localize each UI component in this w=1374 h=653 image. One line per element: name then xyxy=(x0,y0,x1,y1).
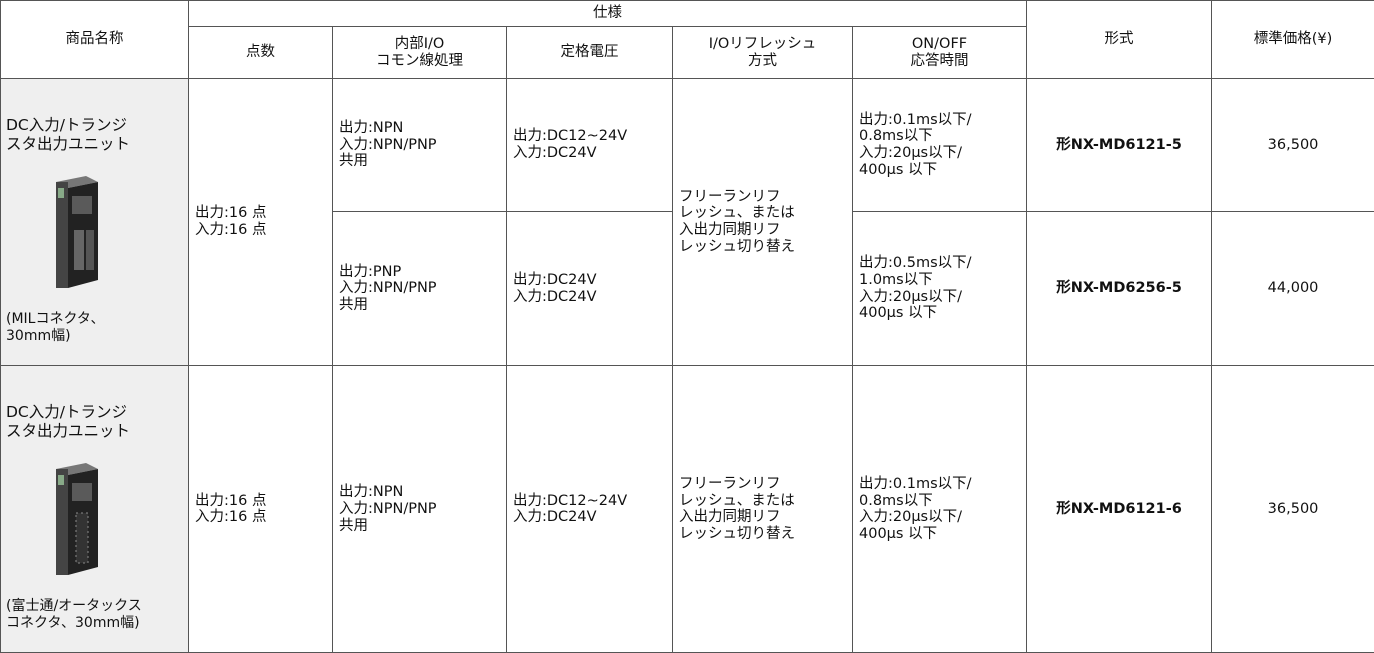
product-cell: DC入力/トランジ スタ出力ユニット (MILコネクタ、 30mm幅) xyxy=(0,77,189,367)
refresh: フリーランリフ レッシュ、または 入出力同期リフ レッシュ切り替え xyxy=(672,365,853,653)
common: 出力:NPN 入力:NPN/PNP 共用 xyxy=(332,365,507,653)
response: 出力:0.5ms以下/ 1.0ms以下 入力:20μs以下/ 400μs 以下 xyxy=(851,210,1028,367)
response: 出力:0.1ms以下/ 0.8ms以下 入力:20μs以下/ 400μs 以下 xyxy=(851,78,1028,212)
common: 出力:PNP 入力:NPN/PNP 共用 xyxy=(332,210,507,367)
price: 36,500 xyxy=(1211,365,1374,653)
header-col: 内部I/O コモン線処理 xyxy=(332,26,507,79)
header-col: ON/OFF 応答時間 xyxy=(851,26,1028,79)
model: 形NX-MD6256-5 xyxy=(1026,210,1213,367)
header-price: 標準価格(¥) xyxy=(1211,0,1374,79)
product-name: DC入力/トランジ スタ出力ユニット xyxy=(6,403,131,441)
header-col: I/Oリフレッシュ 方式 xyxy=(672,26,853,79)
points: 出力:16 点 入力:16 点 xyxy=(188,365,333,653)
product-name: DC入力/トランジ スタ出力ユニット xyxy=(6,116,131,153)
header-col: 点数 xyxy=(188,26,333,79)
points: 出力:16 点 入力:16 点 xyxy=(188,77,333,367)
product-cell: DC入力/トランジ スタ出力ユニット (富士通/オータックス コネクタ、30mm… xyxy=(0,365,189,653)
voltage: 出力:DC12~24V 入力:DC24V xyxy=(506,78,673,212)
header-col: 定格電圧 xyxy=(506,26,673,79)
product-note: (富士通/オータックス コネクタ、30mm幅) xyxy=(6,598,142,631)
voltage: 出力:DC12~24V 入力:DC24V xyxy=(506,365,673,653)
refresh: フリーランリフ レッシュ、または 入出力同期リフ レッシュ切り替え xyxy=(672,77,853,367)
model: 形NX-MD6121-5 xyxy=(1026,78,1213,212)
response: 出力:0.1ms以下/ 0.8ms以下 入力:20μs以下/ 400μs 以下 xyxy=(851,365,1028,653)
product-note: (MILコネクタ、 30mm幅) xyxy=(6,310,105,344)
header-model: 形式 xyxy=(1026,0,1213,79)
model: 形NX-MD6121-6 xyxy=(1026,365,1213,653)
header-spec: 仕様 xyxy=(187,0,1028,27)
voltage: 出力:DC24V 入力:DC24V xyxy=(506,210,673,367)
price: 36,500 xyxy=(1211,78,1374,212)
product-image xyxy=(56,176,98,289)
product-image xyxy=(56,463,98,576)
price: 44,000 xyxy=(1211,210,1374,367)
header-product: 商品名称 xyxy=(0,0,189,79)
common: 出力:NPN 入力:NPN/PNP 共用 xyxy=(332,78,507,212)
